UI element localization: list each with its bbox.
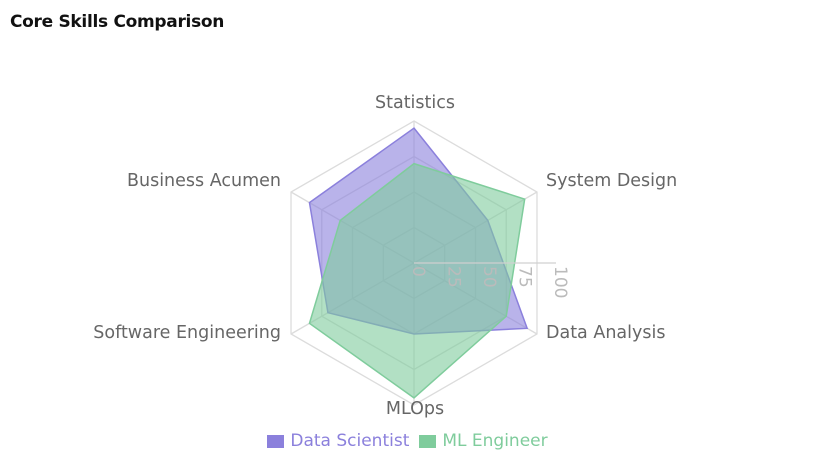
legend-label: Data Scientist: [290, 431, 410, 451]
legend-label: ML Engineer: [442, 431, 548, 451]
tick-label: 50: [479, 266, 499, 288]
category-label: System Design: [546, 171, 677, 191]
category-label: Software Engineering: [93, 323, 281, 343]
tick-label: 0: [408, 266, 428, 277]
tick-label: 100: [550, 266, 570, 298]
data-point: [524, 198, 526, 200]
data-point: [413, 127, 415, 129]
category-label: Business Acumen: [127, 171, 281, 191]
tick-label: 75: [515, 266, 535, 288]
legend-swatch: [419, 434, 437, 448]
data-point: [413, 397, 415, 399]
data-point: [308, 202, 310, 204]
tick-label: 25: [444, 266, 464, 288]
data-point: [413, 163, 415, 165]
chart-title: Core Skills Comparison: [10, 12, 225, 32]
legend-item-ml-engineer[interactable]: ML Engineer: [419, 431, 548, 451]
legend: Data Scientist ML Engineer: [0, 431, 815, 451]
legend-swatch: [267, 434, 285, 448]
category-label: Statistics: [375, 93, 455, 113]
data-point: [505, 315, 507, 317]
data-point: [308, 322, 310, 324]
category-label: MLOps: [386, 399, 444, 419]
legend-item-data-scientist[interactable]: Data Scientist: [267, 431, 409, 451]
data-point: [339, 219, 341, 221]
category-label: Data Analysis: [546, 323, 665, 343]
data-point: [526, 327, 528, 329]
